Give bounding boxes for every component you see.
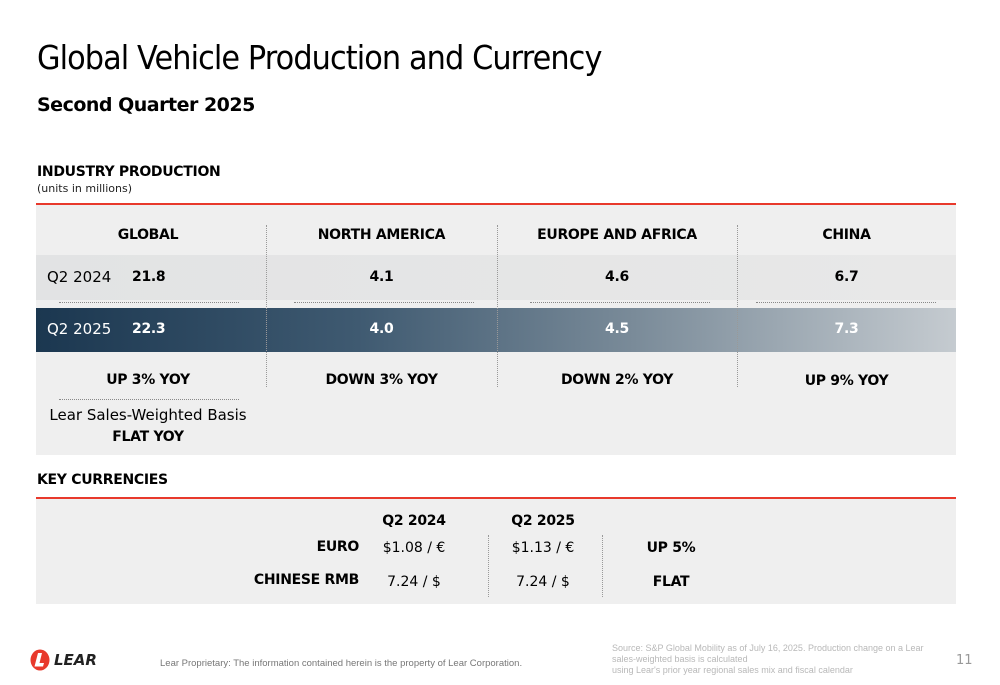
col-china: CHINA (822, 227, 871, 243)
production-panel: GLOBAL NORTH AMERICA EUROPE AND AFRICA C… (36, 203, 956, 455)
source-note-line1: Source: S&P Global Mobility as of July 1… (612, 643, 924, 664)
source-note: Source: S&P Global Mobility as of July 1… (612, 643, 942, 676)
currencies-panel: Q2 2024 Q2 2025 EURO $1.08 / € $1.13 / €… (36, 497, 956, 604)
col-north-america: NORTH AMERICA (317, 227, 446, 243)
lear-basis-label: Lear Sales-Weighted Basis (49, 406, 247, 424)
value: 21.8 (132, 269, 166, 285)
lear-logo-icon (30, 649, 50, 671)
currencies-section-title: KEY CURRENCIES (37, 472, 168, 488)
divider (756, 302, 936, 303)
currency-label: EURO (316, 539, 360, 555)
change: FLAT (652, 574, 690, 590)
divider (59, 399, 239, 400)
lear-basis-value: FLAT YOY (112, 429, 184, 445)
row-label: Q2 2024 (47, 268, 112, 286)
production-section-title: INDUSTRY PRODUCTION (37, 164, 221, 180)
divider (294, 302, 474, 303)
col-global: GLOBAL (117, 227, 179, 243)
page-title: Global Vehicle Production and Currency (37, 38, 602, 77)
proprietary-notice: Lear Proprietary: The information contai… (160, 658, 523, 669)
divider (530, 302, 710, 303)
value: 4.5 (605, 321, 629, 337)
yoy-global: UP 3% YOY (106, 372, 190, 388)
units-note: (units in millions) (37, 182, 133, 195)
yoy-north-america: DOWN 3% YOY (325, 372, 438, 388)
divider (266, 225, 267, 387)
value: 7.3 (834, 321, 859, 337)
row-q2-2024 (36, 255, 956, 300)
yoy-europe-africa: DOWN 2% YOY (560, 372, 674, 388)
value: 6.7 (834, 269, 859, 285)
value: 7.24 / $ (516, 574, 570, 590)
value: 4.1 (369, 269, 394, 285)
divider (59, 302, 239, 303)
col-europe-africa: EUROPE AND AFRICA (537, 227, 697, 243)
source-note-line2: using Lear's prior year regional sales m… (612, 665, 853, 675)
divider (488, 535, 489, 597)
value: 22.3 (132, 321, 166, 337)
yoy-china: UP 9% YOY (804, 373, 889, 389)
divider (737, 225, 738, 387)
value: $1.13 / € (511, 540, 575, 556)
row-label: Q2 2025 (47, 320, 112, 338)
header-q2-2024: Q2 2024 (382, 513, 446, 529)
page-number: 11 (956, 653, 973, 668)
value: 7.24 / $ (387, 574, 441, 590)
value: $1.08 / € (382, 540, 446, 556)
value: 4.6 (605, 269, 629, 285)
value: 4.0 (369, 321, 394, 337)
lear-logo: LEAR (30, 649, 97, 671)
lear-logo-text: LEAR (54, 651, 97, 669)
row-q2-2025 (36, 308, 956, 352)
currency-label: CHINESE RMB (253, 572, 359, 588)
divider (497, 225, 498, 387)
page-subtitle: Second Quarter 2025 (37, 94, 255, 116)
divider (602, 535, 603, 597)
header-q2-2025: Q2 2025 (511, 513, 575, 529)
change: UP 5% (646, 540, 696, 556)
